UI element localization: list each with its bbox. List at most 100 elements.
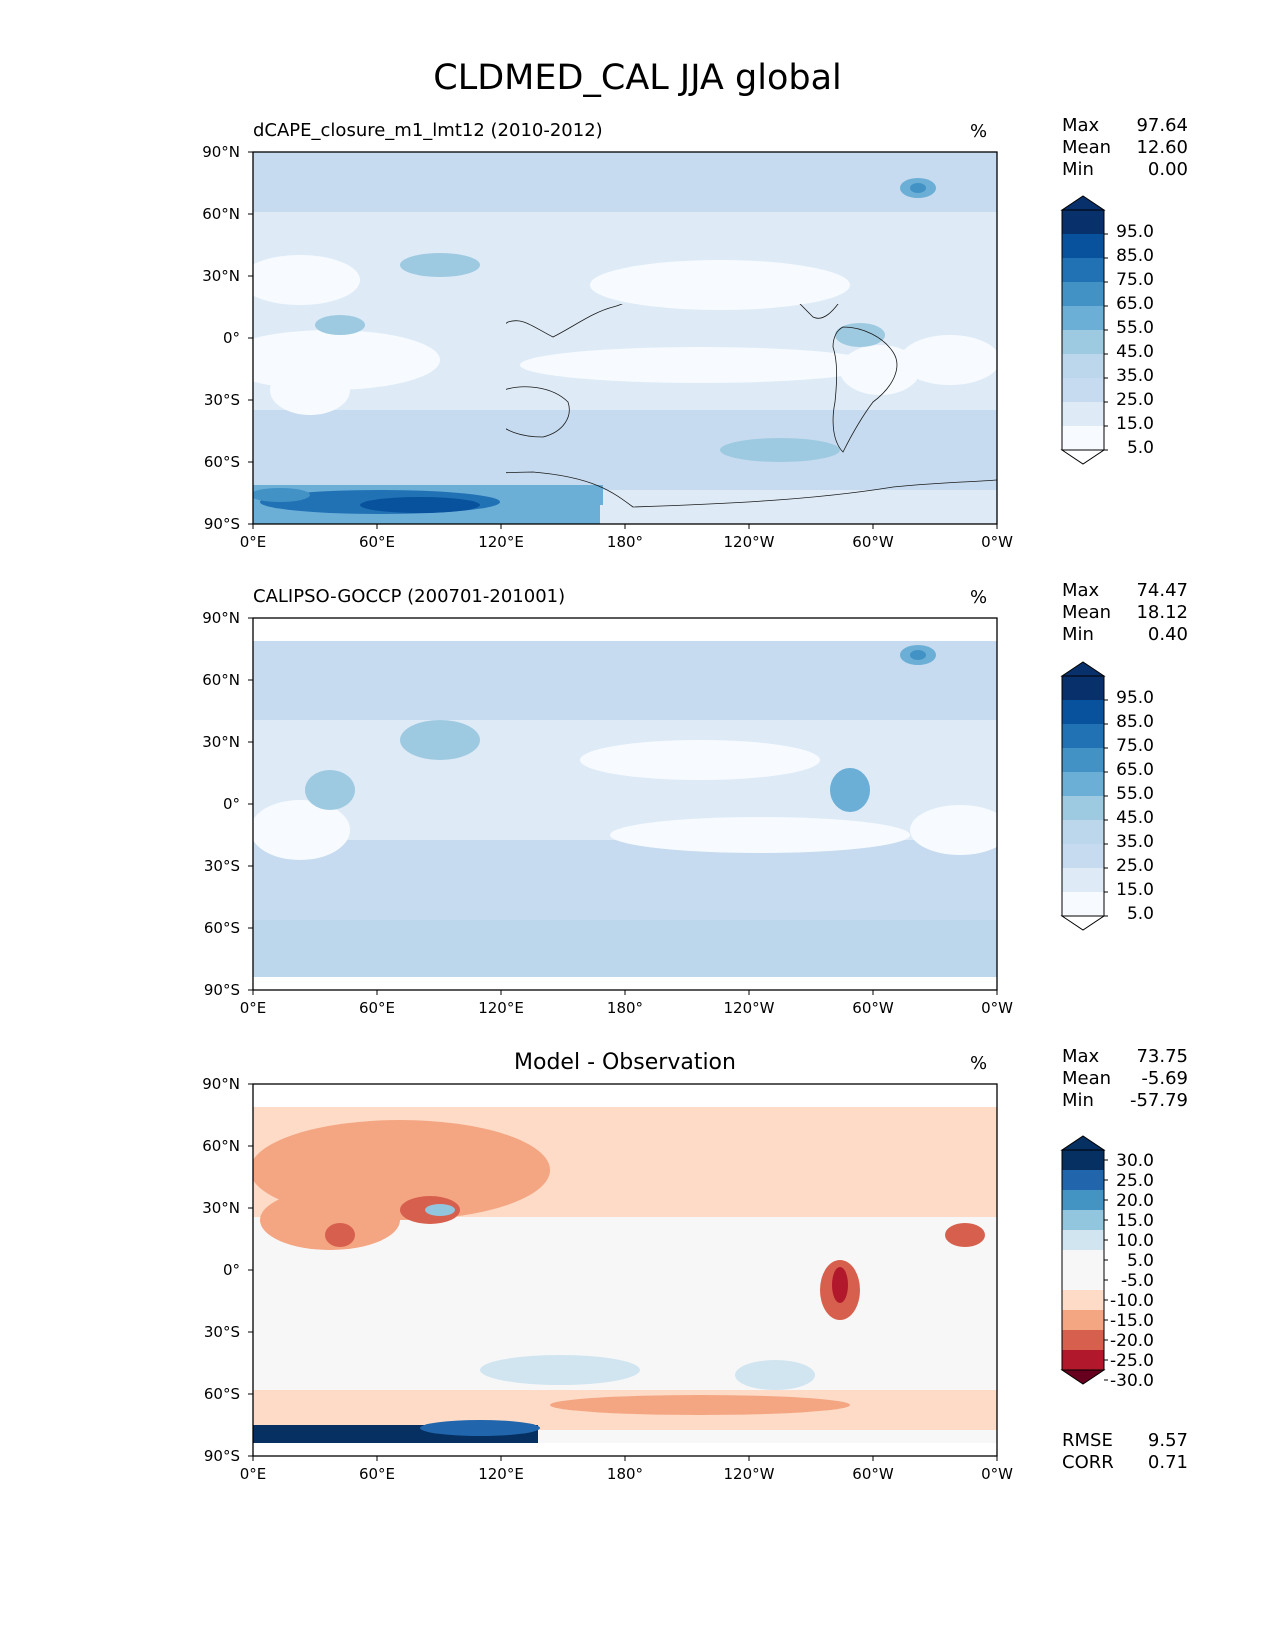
axis-ticks: [248, 151, 998, 1461]
colorbar-ticks: [1104, 699, 1108, 917]
colorbar-top-extension: [1060, 661, 1106, 677]
colorbar-label: 55.0: [1116, 784, 1154, 804]
colorbar-bottom-extension: [1060, 1369, 1106, 1385]
figure-title: CLDMED_CAL JJA global: [433, 58, 842, 98]
lon-tick: 0°E: [239, 999, 267, 1017]
stat-mean-value: 12.60: [1136, 137, 1188, 158]
panel-title: dCAPE_closure_m1_lmt12 (2010-2012): [253, 120, 603, 141]
lon-tick: 60°W: [852, 1465, 894, 1483]
stat-mean-label: Mean: [1062, 137, 1112, 158]
colorbar-label: 25.0: [1116, 390, 1154, 410]
colorbar-swatch: [1062, 868, 1104, 892]
contour-region: [420, 1420, 540, 1436]
colorbar-label: 5.0: [1126, 904, 1154, 924]
colorbar-label: 15.0: [1116, 880, 1154, 900]
lon-tick: 120°E: [478, 999, 524, 1017]
colorbar-label: 5.0: [1126, 438, 1154, 458]
lon-tick: 60°E: [358, 1465, 396, 1483]
contour-region: [840, 345, 920, 395]
contour-region: [305, 770, 355, 810]
contour-region: [270, 365, 350, 415]
lat-tick: 90°N: [202, 143, 240, 161]
colorbar-swatch: [1062, 234, 1104, 258]
stat-max-value: 97.64: [1136, 115, 1188, 136]
contour-region: [910, 650, 926, 660]
lat-tick: 0°: [222, 1261, 240, 1279]
colorbar-swatch: [1062, 676, 1104, 700]
stat-min-label: Min: [1062, 159, 1094, 180]
contour-region: [945, 1223, 985, 1247]
stat-mean-value: -5.69: [1141, 1068, 1188, 1089]
colorbar-label: -20.0: [1110, 1331, 1154, 1351]
lon-tick: 0°W: [981, 999, 1013, 1017]
colorbar-swatch: [1062, 426, 1104, 450]
colorbar-label: 25.0: [1116, 1171, 1154, 1191]
contour-region: [253, 488, 310, 502]
colorbar-label: 65.0: [1116, 294, 1154, 314]
colorbar-difference: [1060, 1135, 1108, 1385]
contour-region: [720, 438, 840, 462]
colorbar-bottom-extension: [1060, 449, 1106, 465]
stat-min-value: 0.00: [1147, 159, 1188, 180]
lon-tick: 0°E: [239, 1465, 267, 1483]
lon-tick: 120°E: [478, 533, 524, 551]
stat-max-label: Max: [1062, 1046, 1100, 1067]
lat-tick: 0°: [222, 795, 240, 813]
lat-tick: 30°N: [202, 1199, 240, 1217]
colorbar-swatch: [1062, 1170, 1104, 1190]
stat-max-value: 74.47: [1136, 580, 1188, 601]
colorbar-bottom-extension: [1060, 915, 1106, 931]
contour-fields: [253, 152, 997, 524]
lat-tick: 90°N: [202, 1075, 240, 1093]
colorbar-label: 15.0: [1116, 1211, 1154, 1231]
colorbar-swatch: [1062, 700, 1104, 724]
lat-tick: 90°S: [203, 981, 240, 999]
lat-tick: 30°N: [202, 733, 240, 751]
colorbar-ticks: [1104, 233, 1108, 451]
lon-tick: 120°E: [478, 1465, 524, 1483]
colorbar-label: -30.0: [1110, 1371, 1154, 1391]
colorbar-label: 65.0: [1116, 760, 1154, 780]
stat-max-label: Max: [1062, 115, 1100, 136]
lat-tick: 90°N: [202, 609, 240, 627]
map-panel-model: [252, 151, 998, 525]
colorbar-swatch: [1062, 1190, 1104, 1210]
colorbar-swatch: [1062, 748, 1104, 772]
lat-tick: 90°S: [203, 1447, 240, 1465]
colorbar-swatch: [1062, 378, 1104, 402]
contour-region: [610, 817, 910, 853]
colorbar-label: -5.0: [1120, 1271, 1154, 1291]
contour-region: [832, 1267, 848, 1303]
contour-region: [325, 1223, 355, 1247]
lat-tick: 60°S: [203, 1385, 240, 1403]
lon-tick: 120°W: [723, 533, 775, 551]
colorbar-label: 45.0: [1116, 808, 1154, 828]
colorbar-label: 95.0: [1116, 222, 1154, 242]
lon-tick: 180°: [606, 1465, 644, 1483]
contour-region: [400, 253, 480, 277]
colorbar-label: 75.0: [1116, 736, 1154, 756]
colorbar-label: 35.0: [1116, 366, 1154, 386]
contour-region: [360, 497, 480, 513]
unit-label: %: [970, 587, 988, 608]
lon-tick: 60°W: [852, 533, 894, 551]
metric-rmse-value: 9.57: [1147, 1430, 1188, 1451]
stat-mean-label: Mean: [1062, 1068, 1112, 1089]
unit-label: %: [970, 121, 988, 142]
colorbar-label: 45.0: [1116, 342, 1154, 362]
panel-title: Model - Observation: [514, 1050, 736, 1075]
lat-tick: 30°S: [203, 391, 240, 409]
colorbar-swatch: [1062, 210, 1104, 234]
colorbar-swatch: [1062, 282, 1104, 306]
stat-max-value: 73.75: [1136, 1046, 1188, 1067]
lon-tick: 60°E: [358, 999, 396, 1017]
contour-region: [425, 1204, 455, 1216]
contour-region: [900, 335, 997, 385]
contour-region: [735, 1360, 815, 1390]
colorbar-label: 85.0: [1116, 246, 1154, 266]
lat-tick: 0°: [222, 329, 240, 347]
lon-tick: 0°E: [239, 533, 267, 551]
contour-band: [253, 152, 997, 212]
